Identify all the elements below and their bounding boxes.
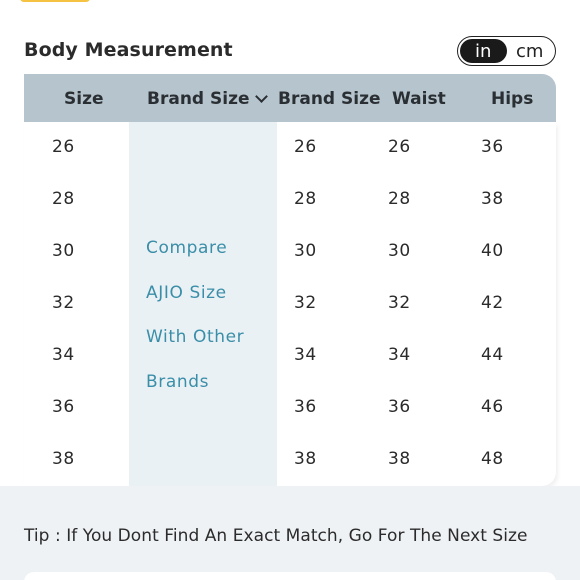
table-row: 38 38 38 48 — [24, 434, 556, 486]
cell-size: 36 — [52, 397, 75, 417]
cell-hips: 46 — [481, 397, 504, 417]
brand-size-dropdown-label: Brand Size — [147, 89, 250, 109]
table-row: 30 30 30 40 — [24, 226, 556, 278]
column-header-brand-size: Brand Size — [278, 89, 381, 109]
cell-waist: 30 — [388, 241, 411, 261]
size-tip-text: Tip : If You Dont Find An Exact Match, G… — [24, 526, 528, 546]
cell-hips: 36 — [481, 137, 504, 157]
cell-brand-size: 36 — [294, 397, 317, 417]
chevron-down-icon — [254, 90, 268, 103]
cell-brand-size: 32 — [294, 293, 317, 313]
tip-footer: Tip : If You Dont Find An Exact Match, G… — [0, 486, 580, 580]
cell-brand-size: 38 — [294, 449, 317, 469]
table-header: Size Brand Size Brand Size Waist Hips — [24, 74, 556, 122]
cell-size: 38 — [52, 449, 75, 469]
compare-line: Compare — [146, 238, 228, 258]
top-tab-indicator — [20, 0, 90, 2]
measurement-header: Body Measurement in cm — [24, 36, 556, 66]
cell-waist: 28 — [388, 189, 411, 209]
cell-size: 32 — [52, 293, 75, 313]
table-row: 28 28 28 38 — [24, 174, 556, 226]
unit-option-cm[interactable]: cm — [516, 40, 544, 62]
compare-line: Brands — [146, 371, 210, 392]
cell-waist: 34 — [388, 345, 411, 365]
cell-size: 28 — [52, 189, 75, 209]
cell-size: 30 — [52, 241, 75, 261]
table-row: 36 36 36 46 — [24, 382, 556, 434]
footer-card — [24, 572, 556, 580]
compare-line: AJIO Size — [146, 282, 227, 303]
column-header-waist: Waist — [392, 89, 446, 109]
column-header-size: Size — [64, 89, 104, 109]
table-row: 34 34 34 44 — [24, 330, 556, 382]
column-header-hips: Hips — [491, 89, 534, 109]
table-row: 26 26 26 36 — [24, 122, 556, 174]
table-row: 32 32 32 42 — [24, 278, 556, 330]
brand-size-dropdown[interactable]: Brand Size — [147, 89, 268, 109]
cell-waist: 26 — [388, 137, 411, 157]
size-chart-table: Size Brand Size Brand Size Waist Hips Co… — [24, 74, 556, 486]
unit-option-in[interactable]: in — [460, 39, 507, 63]
unit-toggle[interactable]: in cm — [457, 36, 556, 66]
cell-waist: 38 — [388, 449, 411, 469]
compare-line: With Other — [146, 327, 245, 347]
cell-brand-size: 34 — [294, 345, 317, 365]
cell-waist: 32 — [388, 293, 411, 313]
cell-size: 26 — [52, 137, 75, 157]
cell-brand-size: 28 — [294, 189, 317, 209]
compare-brands-link[interactable]: Compare AJIO Size With Other Brands — [146, 226, 276, 404]
cell-hips: 44 — [481, 345, 504, 365]
cell-hips: 42 — [481, 293, 504, 313]
cell-waist: 36 — [388, 397, 411, 417]
compare-brands-column[interactable]: Compare AJIO Size With Other Brands — [129, 122, 277, 486]
table-body: Compare AJIO Size With Other Brands 26 2… — [24, 122, 556, 486]
page-title: Body Measurement — [24, 39, 233, 61]
cell-hips: 48 — [481, 449, 504, 469]
cell-brand-size: 30 — [294, 241, 317, 261]
cell-brand-size: 26 — [294, 137, 317, 157]
cell-hips: 38 — [481, 189, 504, 209]
cell-size: 34 — [52, 345, 75, 365]
cell-hips: 40 — [481, 241, 504, 261]
